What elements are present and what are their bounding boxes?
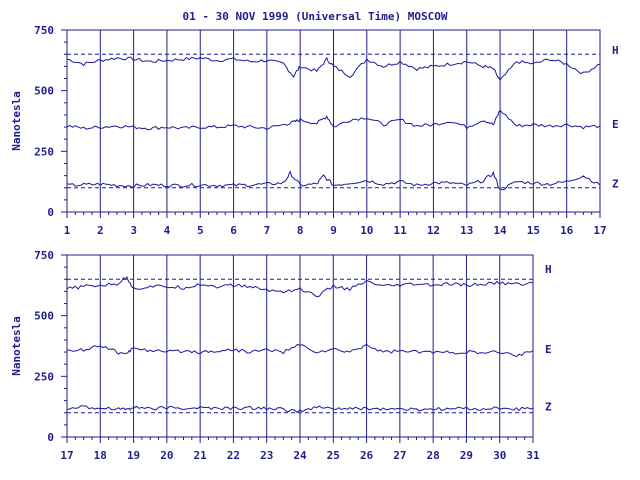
y-tick-label: 0 [47,206,54,219]
x-tick-label: 7 [264,224,271,237]
series-label-z: Z [612,177,619,190]
x-tick-label: 20 [160,449,173,462]
y-tick-label: 500 [34,310,54,323]
x-tick-label: 8 [297,224,304,237]
series-line-h [66,56,601,81]
panel-top: 1 2 3 4 5 6 7 8 9 10 11 12 13 14 15 16 170250500750Nanot… [10,24,619,237]
x-tick-label: 27 [393,449,406,462]
series-line-z [66,405,534,414]
series-label-h: H [545,263,552,276]
x-tick-label: 21 [194,449,208,462]
x-tick-label: 24 [293,449,307,462]
series-line-z [66,170,601,191]
x-tick-label: 26 [360,449,374,462]
x-tick-label: 31 [526,449,540,462]
series-line-h [66,275,534,298]
x-tick-label: 11 [394,224,408,237]
x-tick-label: 1 [64,224,71,237]
series-label-z: Z [545,400,552,413]
x-tick-label: 12 [427,224,440,237]
x-tick-label: 18 [94,449,107,462]
series-label-e: E [545,343,552,356]
x-tick-label: 3 [130,224,137,237]
chart-title: 01 - 30 NOV 1999 (Universal Time) MOSCOW [183,10,448,23]
x-tick-label: 2 [97,224,104,237]
x-tick-label: 16 [560,224,574,237]
x-tick-label: 14 [493,224,507,237]
y-axis-label: Nanotesla [10,91,23,151]
x-tick-label: 6 [230,224,237,237]
x-tick-label: 5 [197,224,204,237]
x-tick-label: 13 [460,224,473,237]
series-line-e [66,109,601,131]
x-tick-label: 15 [527,224,540,237]
x-tick-label: 22 [227,449,240,462]
x-tick-label: 25 [327,449,340,462]
x-tick-label: 23 [260,449,273,462]
x-tick-label: 29 [460,449,473,462]
y-axis-label: Nanotesla [10,316,23,376]
x-tick-label: 28 [427,449,440,462]
x-tick-label: 10 [360,224,373,237]
y-tick-label: 250 [34,370,54,383]
y-tick-label: 500 [34,85,54,98]
x-tick-label: 17 [60,449,73,462]
y-tick-label: 750 [34,249,54,262]
y-tick-label: 750 [34,24,54,37]
x-tick-label: 19 [127,449,140,462]
series-label-h: H [612,44,619,57]
series-label-e: E [612,118,619,131]
series-line-e [66,343,534,358]
x-tick-label: 30 [493,449,506,462]
x-tick-label: 17 [593,224,606,237]
panel-bottom: 17 18 19 20 21 22 23 24 25 26 27 28 29 30 31 0 250 500 750… [10,249,552,462]
x-tick-label: 4 [164,224,171,237]
y-tick-label: 250 [34,145,54,158]
x-tick-label: 9 [330,224,337,237]
y-tick-label: 0 [47,431,54,444]
